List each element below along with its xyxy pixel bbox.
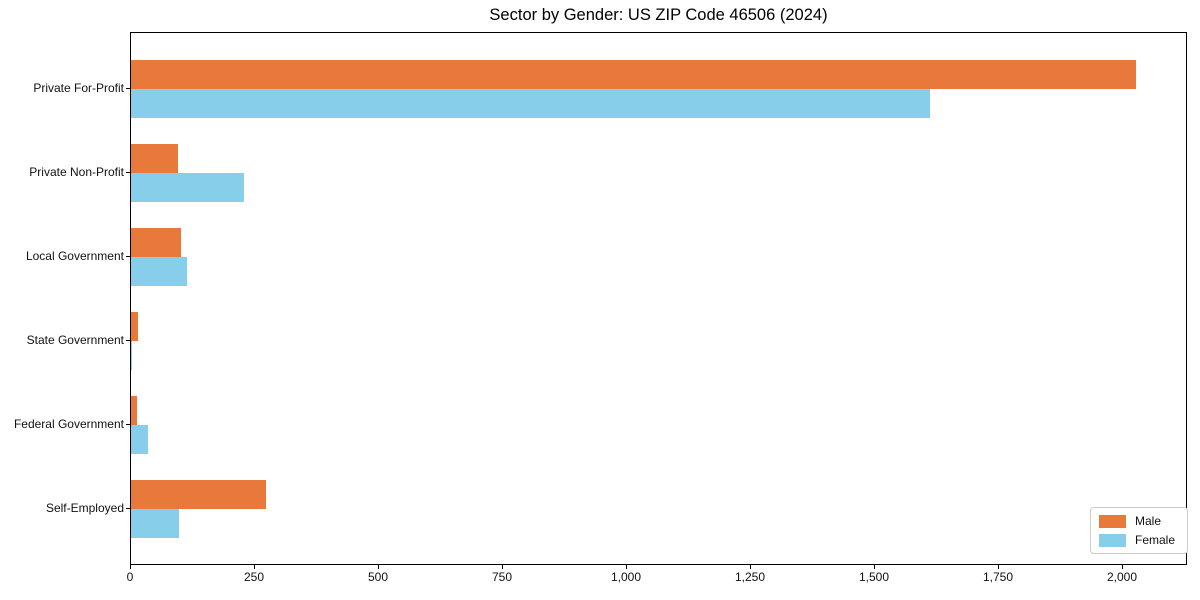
x-tick-mark (626, 565, 627, 569)
bar-female-5 (131, 509, 179, 538)
x-tick-mark (502, 565, 503, 569)
y-tick-mark (126, 424, 130, 425)
y-tick-label: Private For-Profit (33, 81, 124, 95)
legend-label-female: Female (1135, 533, 1176, 547)
legend-label-male: Male (1135, 514, 1162, 528)
x-tick-mark (874, 565, 875, 569)
x-tick-label: 0 (126, 570, 134, 584)
x-tick-label: 1,500 (858, 570, 890, 584)
bar-female-4 (131, 425, 148, 454)
legend: Male Female (1090, 507, 1189, 554)
x-tick-mark (130, 565, 131, 569)
bar-male-1 (131, 144, 178, 173)
y-tick-mark (126, 340, 130, 341)
y-tick-mark (126, 88, 130, 89)
x-tick-label: 500 (367, 570, 389, 584)
y-tick-mark (126, 172, 130, 173)
bar-male-3 (131, 312, 138, 341)
legend-swatch-female (1099, 533, 1126, 547)
x-tick-mark (998, 565, 999, 569)
bar-male-0 (131, 60, 1136, 89)
x-tick-label: 1,000 (610, 570, 642, 584)
x-tick-mark (254, 565, 255, 569)
y-tick-mark (126, 508, 130, 509)
y-tick-label: Local Government (25, 249, 124, 263)
bar-female-2 (131, 257, 187, 286)
bar-female-0 (131, 89, 930, 118)
bar-male-2 (131, 228, 181, 257)
bar-male-4 (131, 396, 137, 425)
chart-title: Sector by Gender: US ZIP Code 46506 (202… (489, 6, 828, 24)
x-tick-label: 1,250 (734, 570, 766, 584)
y-tick-label: Self-Employed (45, 501, 124, 515)
legend-entry-male: Male (1099, 514, 1175, 528)
y-tick-label: Private Non-Profit (29, 165, 124, 179)
bar-female-1 (131, 173, 244, 202)
y-tick-label: State Government (26, 333, 124, 347)
x-tick-label: 250 (243, 570, 265, 584)
x-tick-mark (378, 565, 379, 569)
x-tick-mark (1122, 565, 1123, 569)
x-tick-label: 2,000 (1106, 570, 1138, 584)
y-tick-mark (126, 256, 130, 257)
legend-swatch-male (1099, 514, 1126, 528)
plot-area (130, 32, 1187, 565)
legend-entry-female: Female (1099, 533, 1175, 547)
x-tick-mark (750, 565, 751, 569)
y-tick-label: Federal Government (13, 417, 124, 431)
x-tick-label: 1,750 (982, 570, 1014, 584)
bar-male-5 (131, 480, 266, 509)
x-tick-label: 750 (491, 570, 513, 584)
bar-female-3 (131, 341, 132, 370)
